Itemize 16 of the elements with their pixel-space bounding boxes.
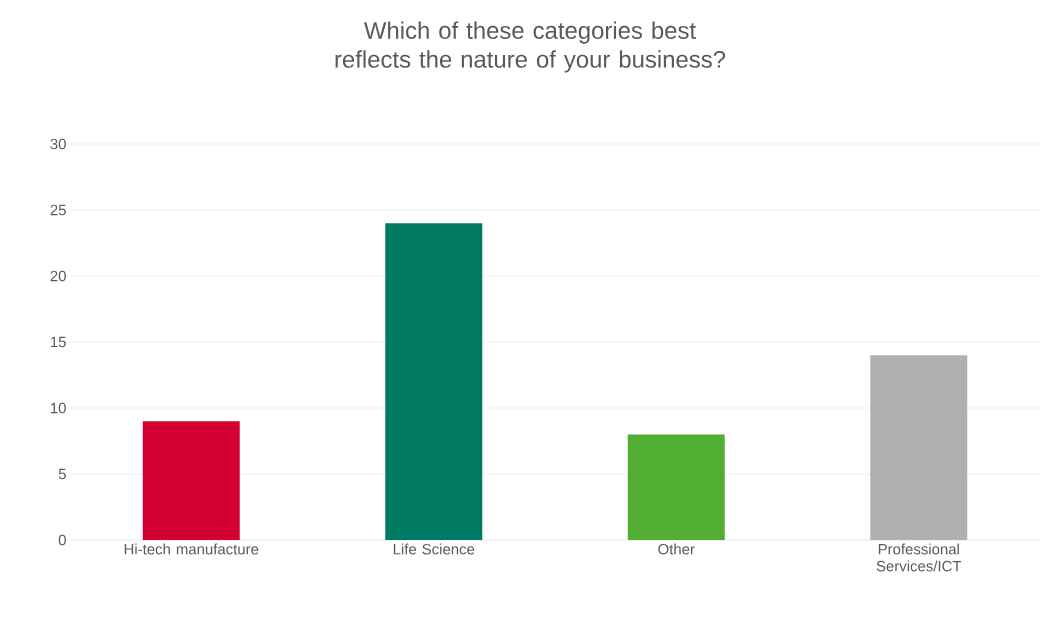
x-tick-label: Other <box>658 543 695 555</box>
y-tick-label: 10 <box>51 402 66 414</box>
chart-title: Which of these categories best reflects the nature of your business? <box>335 21 726 73</box>
bar <box>627 434 725 540</box>
y-tick-label: 5 <box>58 468 66 480</box>
x-tick-label: Professional Services/ICT <box>876 543 962 572</box>
y-tick-label: 25 <box>50 204 66 216</box>
bar <box>142 421 240 540</box>
bar <box>870 355 968 540</box>
y-tick-label: 30 <box>50 138 66 150</box>
y-tick-label: 0 <box>58 534 66 546</box>
y-tick-label: 20 <box>50 270 66 282</box>
x-tick-label: Life Science <box>393 543 475 555</box>
bar <box>385 223 483 540</box>
x-tick-label: Hi-tech manufacture <box>124 543 259 555</box>
y-tick-label: 15 <box>51 336 66 348</box>
